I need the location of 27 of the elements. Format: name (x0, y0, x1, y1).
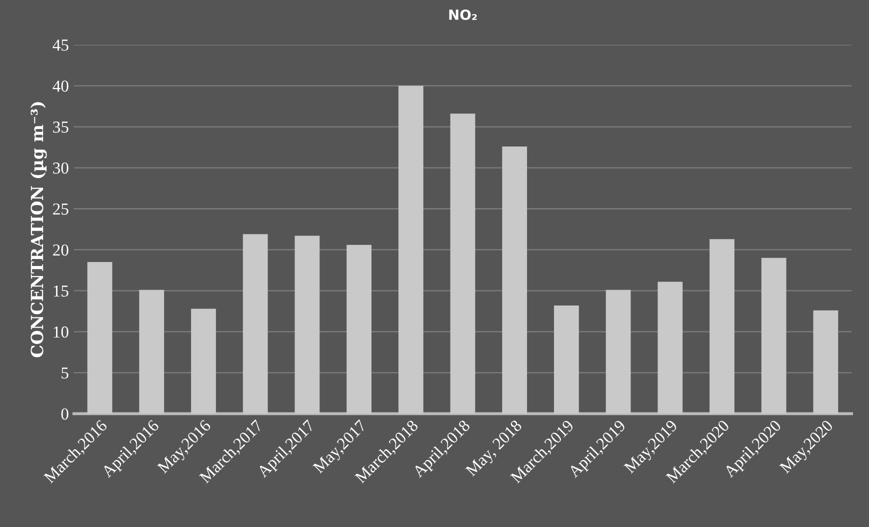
bar (191, 308, 216, 414)
bar (87, 262, 112, 414)
bar (813, 310, 838, 414)
bar (294, 236, 320, 414)
bar (658, 282, 683, 414)
bar (710, 239, 734, 414)
y-tick-label: 5 (62, 368, 68, 379)
bar (139, 290, 164, 414)
y-tick-label: 20 (53, 244, 68, 256)
y-tick-label: 45 (52, 40, 68, 51)
bar (398, 86, 424, 414)
y-axis-title: CONCENTRATION (µg m⁻³) (30, 102, 47, 358)
bar (502, 146, 528, 414)
bar (761, 258, 786, 414)
y-tick-label: 40 (52, 80, 68, 92)
y-tick-label: 0 (61, 408, 68, 420)
bar (450, 114, 476, 414)
y-tick-label: 10 (54, 326, 68, 338)
y-tick-label: 25 (53, 203, 68, 215)
chart-title: NO₂ (449, 9, 477, 20)
bar (346, 244, 372, 414)
bar (554, 305, 579, 414)
y-tick-label: 15 (54, 286, 68, 297)
y-tick-label: 35 (53, 122, 68, 133)
bar (242, 234, 268, 414)
y-tick-label: 30 (53, 162, 68, 174)
bar (606, 290, 631, 414)
